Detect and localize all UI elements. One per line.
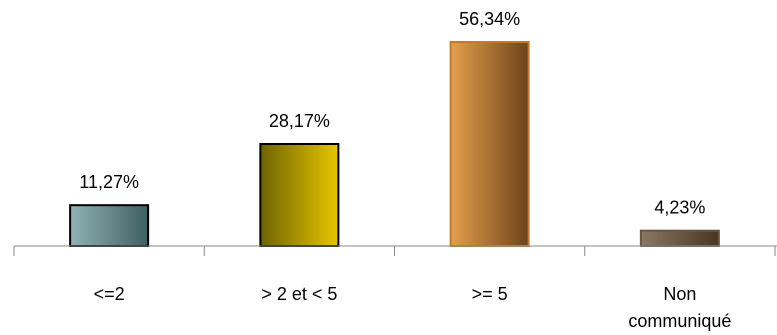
bar xyxy=(449,41,530,247)
data-label: 56,34% xyxy=(459,9,520,29)
x-tick-label: Non communiqué xyxy=(628,284,731,331)
bars-layer xyxy=(69,41,720,248)
data-labels-layer: 11,27% 28,17% 56,34% 4,23% xyxy=(79,9,705,218)
bar xyxy=(639,229,720,247)
x-tick-label-line: <=2 xyxy=(94,284,125,304)
data-label: 28,17% xyxy=(269,111,330,131)
x-tick-label-line: > 2 et < 5 xyxy=(261,284,337,304)
x-tick-labels-layer: <=2 > 2 et < 5 >= 5 Non communiqué xyxy=(94,284,732,331)
x-axis xyxy=(13,245,777,256)
x-tick-label: > 2 et < 5 xyxy=(261,284,337,304)
x-tick-label-line: communiqué xyxy=(628,311,731,331)
x-tick-label: >= 5 xyxy=(472,284,508,304)
x-tick-label-line: >= 5 xyxy=(472,284,508,304)
bar xyxy=(259,143,340,247)
x-tick-label-line: Non xyxy=(663,284,696,304)
x-tick-label: <=2 xyxy=(94,284,125,304)
data-label: 4,23% xyxy=(654,198,705,218)
bar xyxy=(69,204,150,248)
data-label: 11,27% xyxy=(79,172,139,192)
